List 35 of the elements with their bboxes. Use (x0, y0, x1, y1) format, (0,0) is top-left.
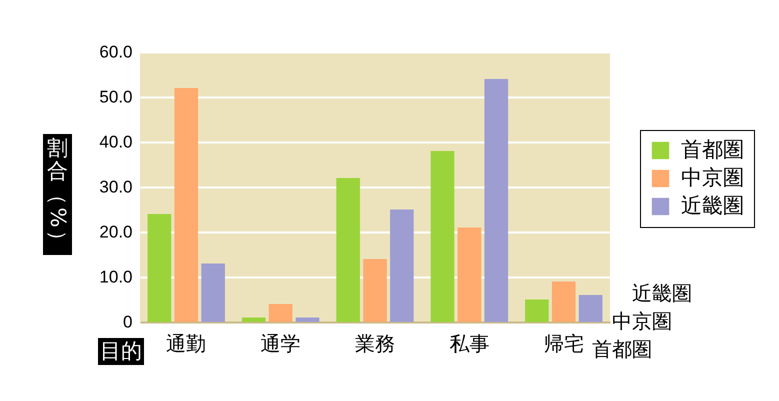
legend-label: 近畿圏 (681, 194, 744, 218)
bar (390, 210, 414, 322)
y-tick-label: 10.0 (99, 268, 132, 286)
bar (458, 228, 482, 322)
bar (296, 318, 320, 322)
bar (336, 178, 360, 322)
text: 近畿圏 (632, 281, 692, 305)
text: 中京圏 (612, 309, 672, 333)
bar (174, 88, 198, 322)
y-axis-title: 割合（%） (45, 136, 70, 253)
y-tick-label: 30.0 (99, 178, 132, 196)
bar (578, 295, 602, 322)
y-tick-label: 60.0 (99, 42, 132, 62)
bar (552, 282, 576, 322)
x-tick-label: 私事 (449, 332, 490, 356)
legend-label: 中京圏 (681, 166, 744, 190)
x-axis-title: 目的 (98, 338, 144, 366)
text: 首都圏 (592, 337, 652, 361)
bar (268, 304, 292, 322)
x-tick-label: 通勤 (166, 332, 206, 356)
y-tick-label: 50.0 (99, 88, 132, 106)
bar (201, 264, 225, 322)
y-tick-label: 40.0 (99, 132, 132, 152)
legend-label: 首都圏 (681, 138, 744, 162)
x-tick-label: 帰宅 (544, 332, 584, 356)
bar (148, 214, 172, 322)
bar (525, 300, 549, 322)
y-tick-label: 20.0 (99, 222, 132, 242)
x-tick-label: 通学 (260, 332, 301, 356)
x-tick-label: 業務 (355, 332, 395, 356)
bar (430, 151, 454, 322)
bar (242, 318, 266, 322)
y-tick-label: 0 (123, 312, 132, 332)
bar (363, 259, 387, 322)
bar (484, 79, 508, 322)
